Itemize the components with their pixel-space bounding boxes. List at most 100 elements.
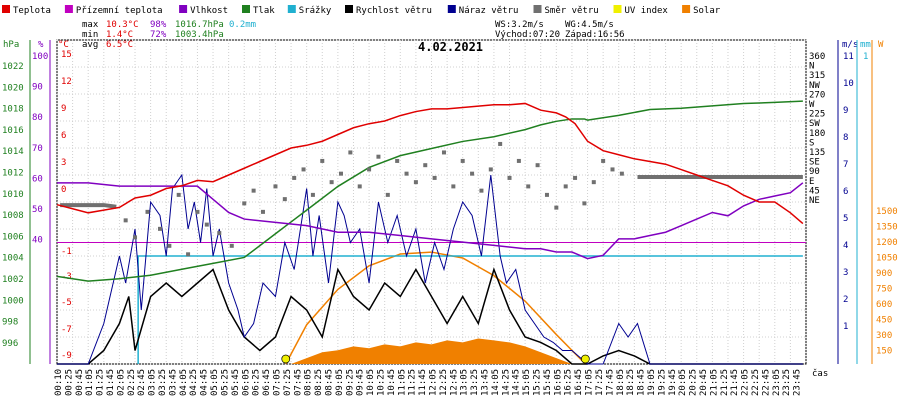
axis-hpa-tick: 1022 (2, 62, 24, 72)
wind-dir-point (133, 235, 138, 240)
axis-x-tick: 07:05 (272, 369, 282, 396)
axis-hpa-tick: 1010 (2, 190, 24, 200)
axis-x-tick: 09:45 (356, 369, 366, 396)
axis-pct-tick: 60 (32, 174, 43, 184)
axis-ms-tick: 4 (843, 241, 848, 251)
axis-x-tick: 06:05 (241, 369, 251, 396)
axis-x-tick: 10:45 (387, 369, 397, 396)
axis-x-tick: 21:05 (709, 369, 719, 396)
axis-x-tick: 21:45 (730, 369, 740, 396)
axis-temp-tick: -3 (61, 272, 72, 282)
wind-dir-point (292, 175, 297, 180)
axis-mm-unit: mm (860, 40, 871, 50)
axis-x-tick: 20:45 (699, 369, 709, 396)
wind-dir-point (619, 171, 624, 176)
stat-max-hum: 98% (150, 20, 167, 30)
axis-hpa-tick: 1014 (2, 147, 24, 157)
stat-avg-temp: 6.5°C (106, 40, 133, 50)
series-solar (291, 338, 572, 364)
wind-dir-point (348, 150, 353, 155)
axis-dir-tick: 180 (809, 129, 825, 139)
wind-dir-point (376, 154, 381, 159)
legend-swatch (64, 5, 73, 13)
stat-min-temp: 1.4°C (106, 30, 133, 40)
axis-x-tick: 18:45 (637, 369, 647, 396)
series-solar-theoretical (285, 251, 586, 365)
wind-dir-point (367, 167, 372, 172)
axis-x-tick: 13:45 (481, 369, 491, 396)
axis-x-tick: 23:45 (793, 369, 803, 396)
axis-hpa-tick: 1012 (2, 169, 24, 179)
axis-x-tick: 09:25 (345, 369, 355, 396)
legend-label: Solar (693, 6, 721, 16)
axis-hpa-tick: 1000 (2, 296, 24, 306)
axis-x-tick: 02:05 (116, 369, 126, 396)
axis-hpa-tick: 1004 (2, 254, 24, 264)
axis-x-tick: 07:25 (283, 369, 293, 396)
wind-dir-point (451, 184, 456, 189)
wind-dir-point (195, 209, 200, 214)
legend-swatch (2, 5, 10, 13)
legend-swatch (287, 5, 296, 13)
axis-x-tick: 10:05 (366, 369, 376, 396)
legend-label: Rychlost větru (356, 6, 432, 16)
legend-swatch (242, 5, 250, 13)
axis-x-tick: 04:45 (200, 369, 210, 396)
wind-dir-point (526, 184, 531, 189)
axis-x-tick: 17:05 (585, 369, 595, 396)
axis-pct-tick: 90 (32, 83, 43, 93)
axis-x-tick: 14:05 (491, 369, 501, 396)
axis-w-tick: 1500 (876, 207, 898, 217)
wind-dir-point (229, 243, 234, 248)
wind-ws: WS:3.2m/s (495, 20, 544, 30)
axis-dir-tick: NW (809, 81, 820, 91)
axis-x-tick: 00:45 (75, 369, 85, 396)
axis-x-tick: 17:45 (605, 369, 615, 396)
axis-temp-tick: 12 (61, 77, 72, 87)
axis-temp-tick: 9 (61, 104, 66, 114)
wind-dir-point (601, 158, 606, 163)
axis-ms-unit: m/s (842, 40, 858, 50)
axis-x-tick: 00:10 (54, 369, 64, 396)
axis-w-tick: 300 (876, 331, 892, 341)
legend-label: UV index (625, 6, 669, 16)
axis-x-tick: 21:25 (720, 369, 730, 396)
legend-swatch (179, 5, 188, 13)
axis-pct-tick: 100 (32, 52, 48, 62)
wind-dir-point (395, 158, 400, 163)
sunrise-time: Východ:07:20 (495, 30, 560, 40)
legend-swatch (447, 5, 456, 13)
wind-dir-point (507, 175, 512, 180)
axis-x-tick: 22:45 (761, 369, 771, 396)
axis-x-tick: 19:45 (668, 369, 678, 396)
sunrise-marker (281, 354, 291, 364)
wind-dir-point (242, 201, 247, 206)
axis-temp-tick: 6 (61, 131, 66, 141)
axis-temp-tick: -5 (61, 298, 72, 308)
axis-w-tick: 450 (876, 316, 892, 326)
legend-label: Srážky (299, 6, 332, 16)
axis-x-tick: 20:05 (678, 369, 688, 396)
axis-temp-unit: °C (58, 40, 69, 50)
legend-label: Vlhkost (190, 6, 228, 16)
wind-dir-point (423, 163, 428, 168)
legend-label: Náraz větru (459, 6, 519, 16)
axis-w-tick: 1050 (876, 254, 898, 264)
stat-min-hum: 72% (150, 30, 167, 40)
axis-ms-tick: 7 (843, 160, 848, 170)
legend-label: Teplota (13, 6, 51, 16)
axis-dir-tick: SW (809, 119, 820, 129)
axis-hpa-tick: 1020 (2, 83, 24, 93)
wind-dir-point (404, 171, 409, 176)
axis-w-tick: 1200 (876, 238, 898, 248)
axis-mm-tick: 1 (863, 52, 868, 62)
wind-dir-point (563, 184, 568, 189)
axis-x-tick: 14:25 (501, 369, 511, 396)
stat-min-label: min (82, 30, 98, 40)
wind-dir-point (204, 222, 209, 227)
wind-dir-point (217, 231, 222, 236)
axis-pct-tick: 80 (32, 113, 43, 123)
axis-ms-tick: 2 (843, 295, 848, 305)
axis-ms-tick: 5 (843, 214, 848, 224)
